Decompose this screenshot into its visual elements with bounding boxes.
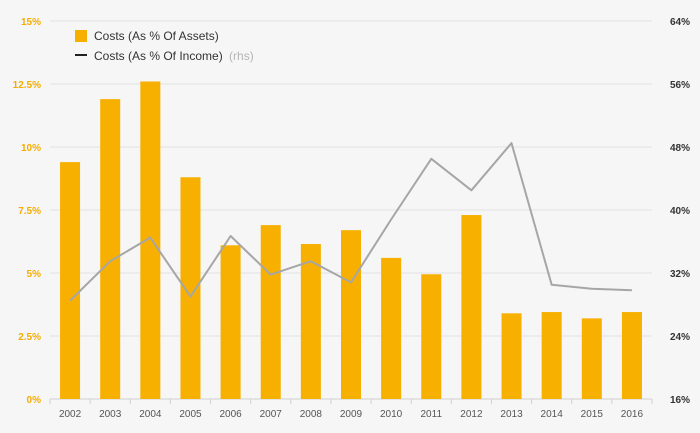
- right-tick-label: 16%: [670, 395, 690, 406]
- x-tick-label: 2009: [340, 409, 363, 420]
- right-tick-label: 48%: [670, 143, 690, 154]
- bar-2010: [381, 257, 402, 399]
- left-tick-label: 7.5%: [18, 206, 41, 217]
- x-tick-label: 2005: [179, 409, 202, 420]
- x-axis-ticks: 2002 2003 2004 2005 2006 2007 2008 2009 2010 2011…: [49, 399, 653, 420]
- x-tick-label: 2006: [219, 409, 242, 420]
- x-tick-label: 2008: [300, 409, 323, 420]
- right-tick-label: 64%: [670, 17, 690, 28]
- bar-2014: [541, 312, 562, 399]
- x-tick-label: 2011: [421, 409, 443, 420]
- x-tick-label: 2004: [139, 409, 162, 420]
- legend-label-income: Costs (As % Of Income) (rhs): [94, 49, 254, 63]
- bar-2013: [501, 313, 522, 399]
- right-tick-label: 32%: [670, 269, 690, 280]
- legend-label-assets: Costs (As % Of Assets): [94, 29, 219, 43]
- left-tick-label: 15%: [21, 17, 41, 28]
- right-tick-label: 40%: [670, 206, 690, 217]
- x-tick-label: 2015: [581, 409, 604, 420]
- x-tick-label: 2003: [99, 409, 122, 420]
- bar-2003: [100, 99, 121, 400]
- x-tick-label: 2002: [59, 409, 82, 420]
- x-tick-label: 2012: [460, 409, 483, 420]
- x-tick-label: 2014: [541, 409, 564, 420]
- bar-2016: [621, 312, 642, 399]
- legend: Costs (As % Of Assets) Costs (As % Of In…: [75, 29, 254, 63]
- right-tick-label: 56%: [670, 80, 690, 91]
- x-tick-label: 2016: [621, 409, 644, 420]
- bar-2015: [581, 318, 602, 399]
- left-tick-label: 5%: [27, 269, 42, 280]
- legend-swatch-assets: [75, 30, 87, 42]
- x-tick-label: 2010: [380, 409, 403, 420]
- bar-2009: [341, 230, 361, 399]
- legend-label-income-suffix: (rhs): [229, 49, 254, 63]
- bar-2006: [220, 245, 241, 399]
- bar-2002: [60, 162, 81, 399]
- right-tick-label: 24%: [670, 332, 690, 343]
- bar-2007: [260, 225, 281, 399]
- bar-2008: [300, 244, 321, 399]
- left-tick-label: 0%: [27, 395, 42, 406]
- right-axis-ticks: 16% 24% 32% 40% 48% 56% 64%: [670, 17, 690, 406]
- income-cost-line: [69, 142, 633, 302]
- left-tick-label: 10%: [21, 143, 41, 154]
- bar-2011: [421, 274, 442, 399]
- left-tick-label: 2.5%: [18, 332, 41, 343]
- legend-label-income-text: Costs (As % Of Income): [94, 49, 223, 63]
- bar-2012: [461, 215, 482, 399]
- x-tick-label: 2007: [260, 409, 283, 420]
- left-axis-ticks: 0% 2.5% 5% 7.5% 10% 12.5% 15%: [13, 17, 41, 406]
- bar-2004: [140, 81, 161, 399]
- bar-2005: [180, 177, 201, 399]
- left-tick-label: 12.5%: [13, 80, 41, 91]
- x-tick-label: 2013: [500, 409, 523, 420]
